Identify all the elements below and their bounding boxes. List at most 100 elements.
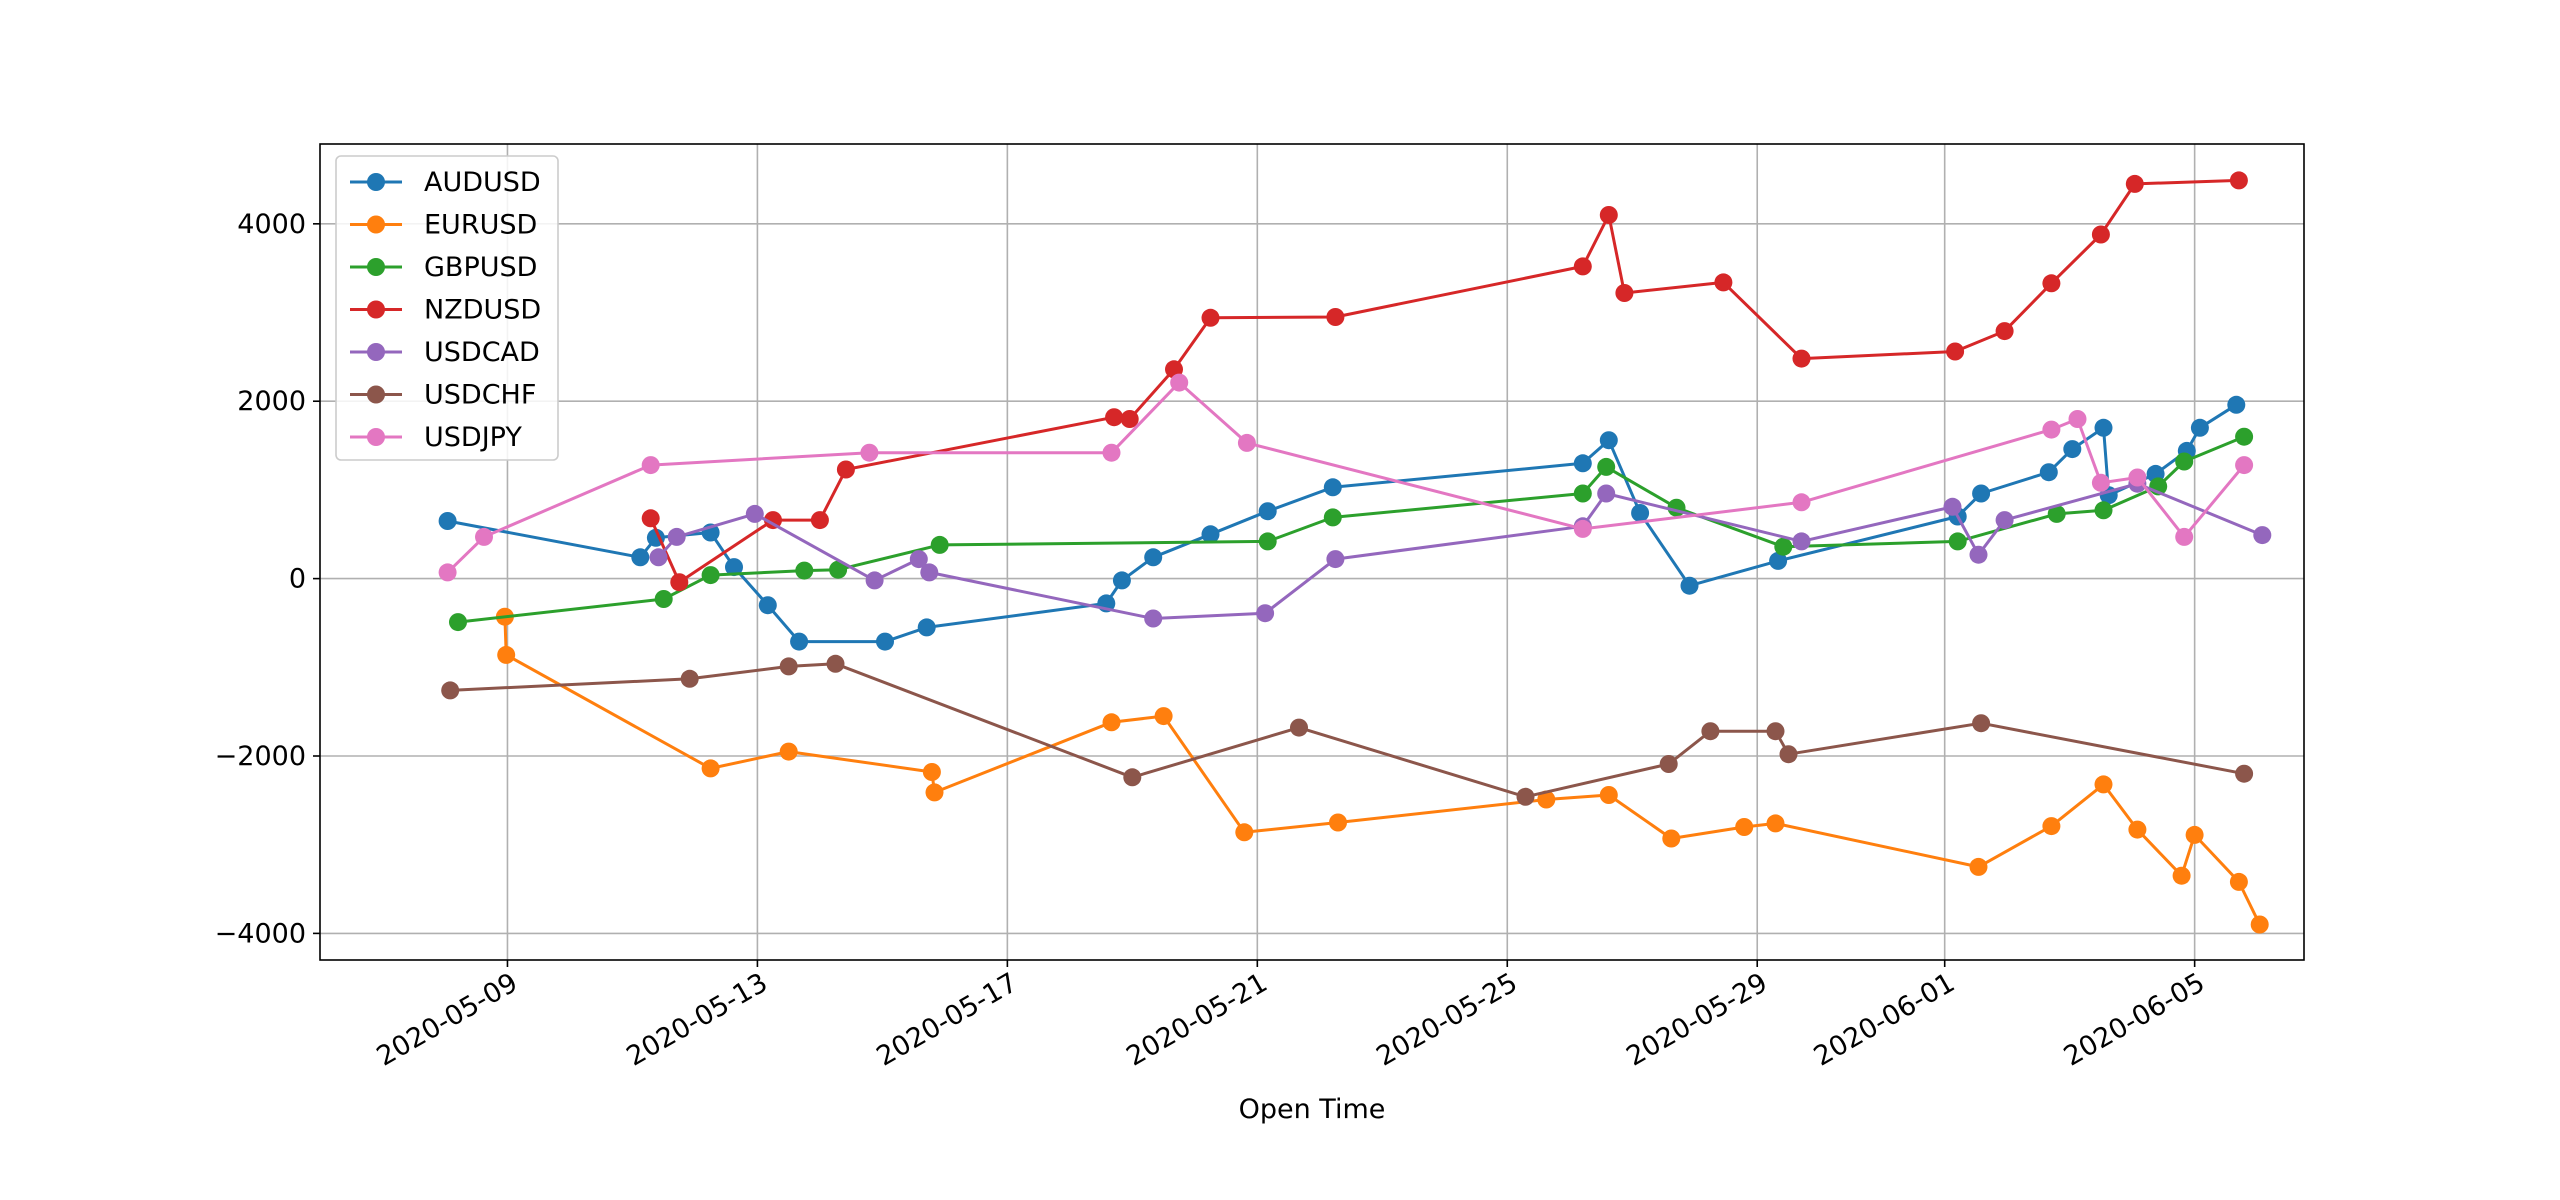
data-point-nzdusd	[1120, 410, 1139, 428]
legend-label-eurusd: EURUSD	[424, 210, 537, 241]
data-point-usdcad	[2253, 526, 2272, 545]
data-point-eurusd	[1154, 707, 1173, 726]
data-point-usdchf	[680, 669, 699, 688]
series-gbpusd	[449, 427, 2254, 632]
series-audusd	[438, 395, 2246, 651]
x-tick-label: 2020-05-29	[1621, 967, 1772, 1072]
data-point-audusd	[631, 548, 650, 567]
data-point-audusd	[1769, 551, 1788, 570]
legend-marker-usdchf	[367, 385, 385, 404]
x-tick-label: 2020-05-21	[1121, 967, 1272, 1072]
data-point-usdjpy	[860, 443, 879, 462]
legend-entry-eurusd: EURUSD	[350, 210, 537, 241]
data-point-usdjpy	[1102, 443, 1121, 462]
legend-label-usdcad: USDCAD	[424, 337, 540, 368]
data-point-gbpusd	[1597, 457, 1616, 476]
data-point-eurusd	[1599, 786, 1618, 804]
data-point-audusd	[438, 512, 457, 530]
data-point-usdjpy	[2175, 527, 2194, 546]
data-point-audusd	[1144, 548, 1163, 567]
data-point-audusd	[2190, 418, 2209, 437]
y-tick-label: 0	[289, 564, 306, 595]
data-point-eurusd	[2229, 872, 2248, 891]
data-point-usdchf	[1701, 722, 1720, 741]
series-usdchf	[441, 654, 2254, 806]
data-point-usdcad	[865, 571, 884, 590]
data-point-nzdusd	[1615, 284, 1634, 302]
data-point-audusd	[758, 596, 777, 615]
series-usdjpy	[438, 373, 2254, 582]
data-point-usdcad	[1995, 511, 2014, 530]
data-point-eurusd	[1735, 818, 1754, 836]
data-point-gbpusd	[2175, 452, 2194, 471]
data-point-usdjpy	[1573, 519, 1592, 538]
x-tick-label: 2020-05-17	[871, 967, 1022, 1072]
data-point-usdcad	[1597, 484, 1616, 503]
data-point-usdcad	[1969, 545, 1988, 564]
data-point-usdjpy	[2091, 473, 2110, 492]
data-point-audusd	[1258, 502, 1277, 521]
legend-label-audusd: AUDUSD	[424, 167, 541, 198]
data-point-gbpusd	[2047, 504, 2066, 523]
data-point-audusd	[2094, 418, 2113, 437]
data-point-usdchf	[1290, 718, 1308, 737]
data-point-nzdusd	[2229, 171, 2248, 190]
data-point-usdcad	[649, 548, 668, 567]
data-point-gbpusd	[829, 560, 848, 579]
data-point-eurusd	[925, 783, 944, 802]
data-point-usdchf	[1516, 787, 1535, 806]
data-point-usdchf	[779, 657, 798, 676]
data-point-usdcad	[667, 527, 686, 546]
data-point-eurusd	[1766, 814, 1785, 833]
data-point-audusd	[790, 632, 809, 651]
data-point-nzdusd	[670, 573, 689, 592]
legend-entry-gbpusd: GBPUSD	[350, 252, 537, 283]
data-point-usdchf	[2235, 764, 2254, 783]
legend-marker-audusd	[367, 173, 385, 191]
data-point-eurusd	[779, 742, 798, 761]
data-point-nzdusd	[1714, 273, 1733, 292]
data-point-nzdusd	[810, 511, 829, 530]
data-point-eurusd	[922, 763, 941, 781]
x-tick-label: 2020-05-09	[372, 967, 523, 1072]
data-point-eurusd	[1329, 813, 1347, 832]
data-point-audusd	[1972, 484, 1991, 503]
data-point-audusd	[2227, 395, 2246, 414]
data-point-nzdusd	[1946, 342, 1965, 361]
data-point-audusd	[1599, 431, 1618, 450]
x-axis: 2020-05-09 2020-05-13 2020-05-17 2020-05-21…	[372, 960, 2210, 1073]
data-point-nzdusd	[1792, 349, 1811, 368]
data-point-gbpusd	[2094, 501, 2113, 520]
y-tick-label: −2000	[215, 741, 306, 772]
data-point-gbpusd	[1948, 532, 1967, 551]
data-point-nzdusd	[1105, 408, 1124, 427]
data-point-audusd	[1573, 454, 1592, 473]
data-point-usdcad	[1144, 609, 1163, 628]
data-point-usdcad	[909, 550, 928, 569]
data-point-usdcad	[1792, 532, 1811, 551]
data-point-eurusd	[2185, 825, 2204, 844]
x-axis-label: Open Time	[1239, 1094, 1386, 1125]
data-point-usdchf	[1779, 745, 1798, 764]
legend-label-gbpusd: GBPUSD	[424, 252, 537, 283]
data-point-eurusd	[2128, 820, 2147, 839]
data-point-gbpusd	[930, 535, 949, 554]
legend-entry-usdjpy: USDJPY	[350, 422, 522, 453]
data-point-nzdusd	[2125, 174, 2144, 193]
legend-marker-eurusd	[367, 215, 385, 234]
data-point-nzdusd	[2042, 274, 2061, 293]
y-tick-label: −4000	[215, 918, 306, 949]
data-point-usdjpy	[2235, 456, 2254, 475]
data-point-nzdusd	[1995, 322, 2014, 341]
data-point-usdchf	[1123, 768, 1142, 787]
data-point-audusd	[1201, 525, 1220, 544]
data-point-audusd	[1112, 571, 1131, 590]
data-point-audusd	[1323, 478, 1342, 497]
data-point-gbpusd	[1573, 484, 1592, 503]
data-point-usdcad	[1943, 497, 1962, 516]
data-point-eurusd	[1662, 829, 1681, 848]
data-point-nzdusd	[1201, 308, 1220, 327]
data-point-eurusd	[2172, 866, 2191, 885]
data-point-gbpusd	[795, 561, 814, 580]
